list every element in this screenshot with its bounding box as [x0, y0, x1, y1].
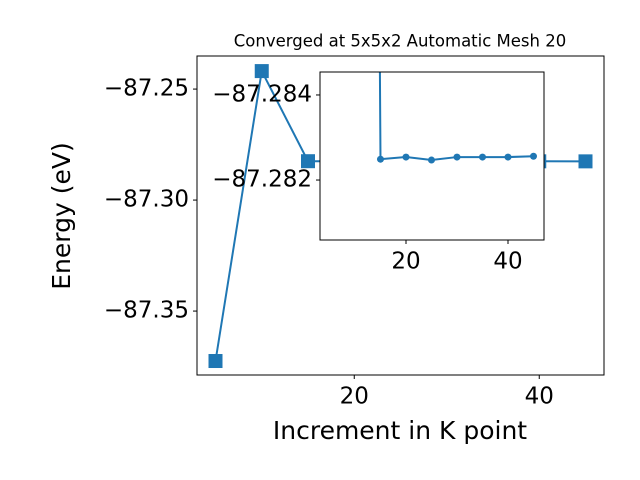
marker	[254, 64, 269, 79]
x-tick-label: 20	[391, 249, 420, 275]
x-tick-label: 40	[525, 384, 554, 410]
chart-title: Converged at 5x5x2 Automatic Mesh 20	[234, 32, 566, 51]
y-axis-label: Energy (eV)	[47, 142, 76, 289]
marker	[402, 153, 410, 161]
x-tick-label: 20	[340, 384, 369, 410]
marker	[578, 154, 593, 169]
x-tick-label: 40	[493, 249, 522, 275]
marker	[504, 153, 512, 161]
axes-frame	[196, 55, 605, 376]
marker	[478, 153, 486, 161]
marker	[529, 152, 537, 160]
marker	[427, 156, 435, 164]
y-tick-label: −87.35	[104, 298, 189, 324]
inset-plot: 20 40 −87.284 −87.282	[212, 71, 545, 275]
marker	[376, 155, 384, 163]
y-tick-label: −87.284	[212, 81, 312, 107]
y-tick-label: −87.30	[104, 187, 189, 213]
marker	[208, 354, 223, 369]
y-tick-label: −87.25	[104, 76, 189, 102]
marker	[301, 154, 315, 169]
series-group	[376, 72, 537, 164]
series-line	[378, 72, 534, 162]
y-tick-label: −87.282	[212, 167, 312, 193]
marker	[453, 153, 461, 161]
axes-frame	[319, 71, 545, 241]
x-axis-label: Increment in K point	[273, 416, 527, 445]
